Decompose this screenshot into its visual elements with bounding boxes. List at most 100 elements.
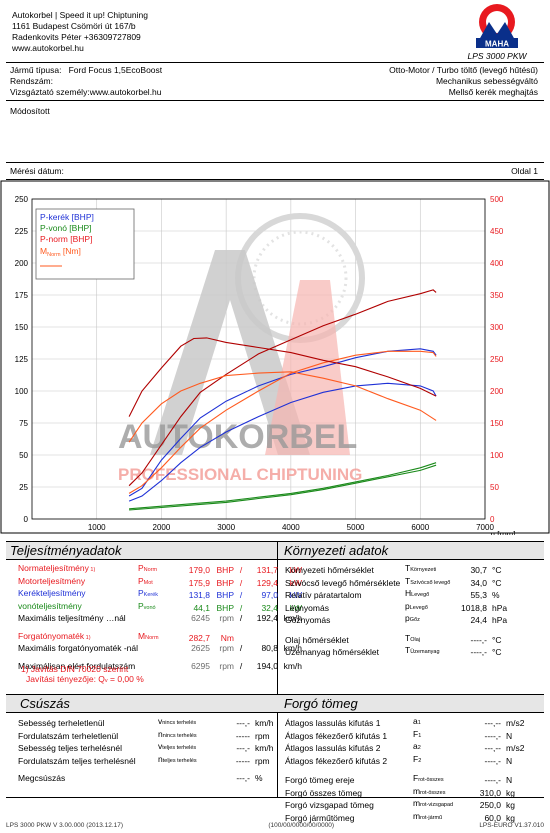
slip-label: Fordulatszám terheletlenül — [18, 730, 119, 741]
watermark: AUTOKORBEL PROFESSIONAL CHIPTUNING — [118, 213, 365, 484]
performance-label: Kerékteljesítmény — [18, 588, 86, 598]
environment-label: Üzemanyag hőmérséklet — [285, 647, 380, 657]
inertia-symbol: mrot-jármű — [413, 810, 443, 821]
slip-label: Sebesség terheletlenül — [18, 718, 105, 728]
environment-symbol: HLevegő — [405, 588, 430, 598]
footer: LPS 3000 PKW V 3.00.000 (2013.12.17) (10… — [6, 822, 544, 829]
legend-item-vono: P-vonó [BHP] — [40, 223, 92, 233]
inertia-symbol: Frot-összes — [413, 773, 444, 783]
y-right-tick-label: 200 — [490, 387, 504, 396]
performance-unit-1: Nm — [220, 632, 234, 643]
slip-symbol: vnincs terhelés — [158, 716, 197, 726]
environment-title: Környezeti adatok — [284, 543, 389, 558]
performance-unit-2: km/h — [283, 660, 302, 671]
environment-unit: % — [492, 590, 500, 600]
performance-unit-2: kW — [289, 577, 302, 588]
performance-unit-1: rpm — [219, 660, 234, 671]
inertia-symbol: a1 — [413, 716, 421, 726]
slip-row: Fordulatszám teljes terhelésnél nteljes t… — [18, 754, 273, 767]
vehicle-divider — [6, 100, 544, 101]
slip-value: ---,- — [236, 743, 250, 753]
performance-symbol — [138, 661, 176, 672]
x-tick-label: 1000 — [88, 523, 106, 532]
slip-value: ----- — [235, 730, 250, 741]
header-divider — [6, 62, 544, 63]
vehicle-row-1: Jármű típusa: Ford Focus 1,5EcoBoost Ott… — [10, 65, 538, 76]
inertia-symbol: F2 — [413, 753, 422, 764]
slip-row: Sebesség terheletlenül vnincs terhelés ---… — [18, 716, 273, 729]
environment-row: Környezeti hőmérséklet TKörnyezeti 30,7 °C — [285, 563, 507, 576]
legend-item-norm: P-norm [BHP] — [40, 234, 92, 244]
legend-box — [35, 208, 135, 280]
inertia-unit: N — [506, 775, 513, 785]
inertia-symbol: a2 — [413, 741, 421, 751]
page-label: Oldal 1 — [511, 166, 538, 176]
vehicle-type-label: Jármű típusa: — [10, 65, 62, 75]
inertia-label: Átlagos lassulás kifutás 1 — [285, 718, 381, 728]
inertia-row: Forgó vizsgapad tömeg mrot-vizsgapad 250,0… — [285, 798, 524, 811]
performance-value-2: 131,7 — [256, 565, 278, 575]
slip-unit: km/h — [255, 743, 274, 753]
performance-label: vonóteljesítmény — [18, 600, 82, 611]
slip-row: Megcsúszás ---,-% — [18, 773, 273, 784]
series-line — [129, 462, 437, 510]
performance-unit-1: rpm — [219, 613, 234, 623]
inertia-row: Átlagos fékezőerő kifutás 1 F1 ----,- N — [285, 729, 524, 742]
slip-symbol: nteljes terhelés — [158, 753, 197, 764]
legend-item-kerek: P-kerék [BHP] — [40, 212, 94, 222]
inertia-value: ---,-- — [484, 718, 501, 728]
performance-value-2: 97,0 — [261, 590, 278, 600]
y-left-tick-label: 150 — [15, 323, 29, 332]
performance-row: Maximális teljesítmény …nál 6245 rpm / 192,4… — [18, 613, 302, 624]
environment-unit: °C — [492, 647, 502, 657]
y-right-tick-label: 0 — [490, 515, 495, 524]
performance-row: Maximális forgatónyomaték -nál 2625 rpm / 80… — [18, 643, 302, 654]
slip-row: Fordulatszám terheletlenül nnincs terhelé… — [18, 729, 273, 742]
spacer-row — [18, 766, 273, 773]
environment-unit: °C — [492, 565, 502, 575]
performance-value-1: 6245 — [191, 613, 210, 623]
environment-row: Gőznyomás pGőz 24,4 hPa — [285, 613, 507, 626]
date-row: Mérési dátum: Oldal 1 — [10, 166, 538, 177]
inertia-unit: m/s2 — [506, 743, 525, 753]
inertia-row: Átlagos lassulás kifutás 1 a1 ---,-- m/s2 — [285, 716, 524, 729]
y-right-tick-label: 100 — [490, 451, 504, 460]
inertia-symbol: mrot-összes — [413, 785, 446, 796]
series-line — [128, 289, 437, 487]
performance-value-2: 129,4 — [256, 577, 278, 588]
y-left-tick-label: 200 — [15, 259, 29, 268]
slip-unit: rpm — [255, 730, 270, 741]
y-left-tick-label: 0 — [24, 515, 29, 524]
series-line — [128, 382, 437, 502]
performance-row: vonóteljesítmény Pvonó 44,1 BHP / 32,4 kW — [18, 601, 302, 614]
performance-value-1: 6295 — [191, 660, 210, 671]
inertia-value: 310,0 — [479, 787, 501, 798]
performance-separator: / — [239, 613, 243, 623]
section-bar-2 — [6, 694, 544, 713]
performance-symbol — [138, 643, 176, 654]
performance-unit-1: BHP — [216, 577, 234, 588]
performance-symbol — [138, 613, 176, 624]
drive-type: Mellső kerék meghajtás — [448, 87, 538, 97]
performance-unit-2: kW — [289, 590, 302, 600]
inertia-row: Forgó járműtömeg mrot-jármű 60,0 kg — [285, 811, 524, 824]
environment-value: 24,4 — [470, 615, 487, 625]
inertia-label: Átlagos fékezőerő kifutás 1 — [285, 730, 388, 741]
measure-date-label: Mérési dátum: — [10, 166, 64, 176]
environment-unit: °C — [492, 577, 502, 588]
environment-row: Üzemanyag hőmérséklet TÜzemanyag ----,- °C — [285, 645, 507, 658]
performance-value-1: 131,8 — [188, 590, 210, 600]
performance-value-1: 175,9 — [188, 577, 210, 588]
series-line — [128, 350, 437, 494]
vehicle-row-2: Rendszám: Mechanikus sebességváltó — [10, 76, 538, 87]
environment-label: Légnyomás — [285, 602, 329, 613]
engine-type: Otto-Motor / Turbo töltő (levegő hűtésű) — [389, 65, 538, 75]
performance-title: Teljesítményadatok — [10, 543, 122, 558]
series-line — [128, 371, 437, 443]
inertia-table: Átlagos lassulás kifutás 1 a1 ---,-- m/s2 Át… — [285, 716, 524, 823]
x-tick-label: 5000 — [347, 523, 365, 532]
inertia-label: Forgó vizsgapad tömeg — [285, 800, 374, 810]
inertia-value: ---,-- — [484, 743, 501, 753]
performance-label: Forgatónyomaték 1) — [18, 630, 91, 641]
inertia-value: 60,0 — [484, 812, 501, 823]
